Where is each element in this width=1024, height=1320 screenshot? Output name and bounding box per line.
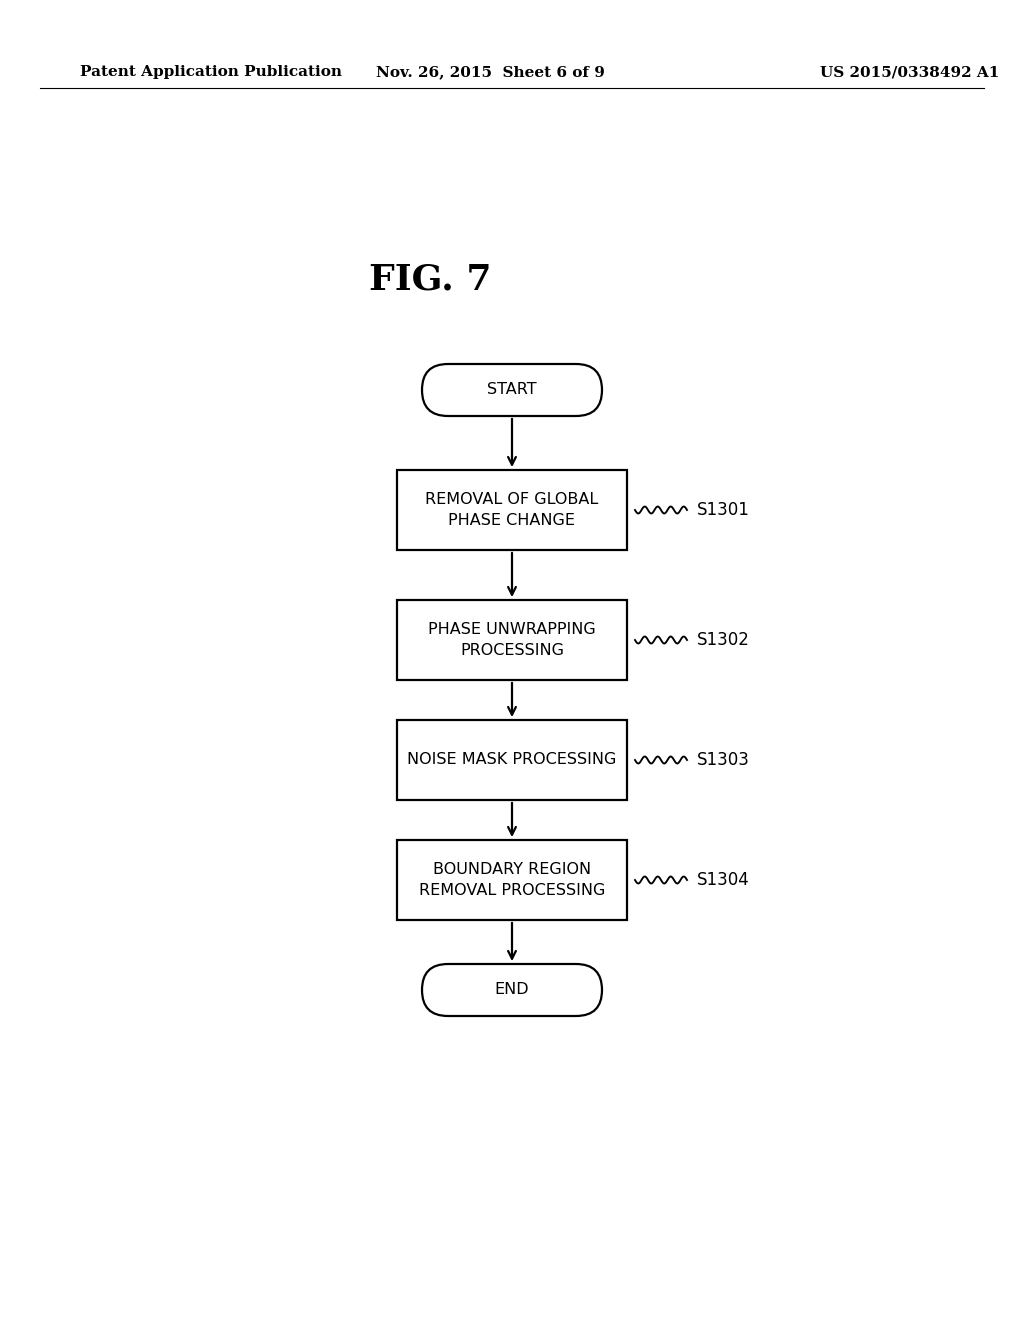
Bar bbox=[397, 601, 627, 680]
Bar bbox=[397, 470, 627, 550]
Text: BOUNDARY REGION
REMOVAL PROCESSING: BOUNDARY REGION REMOVAL PROCESSING bbox=[419, 862, 605, 898]
Text: Patent Application Publication: Patent Application Publication bbox=[80, 65, 342, 79]
Text: PHASE UNWRAPPING
PROCESSING: PHASE UNWRAPPING PROCESSING bbox=[428, 622, 596, 657]
Text: REMOVAL OF GLOBAL
PHASE CHANGE: REMOVAL OF GLOBAL PHASE CHANGE bbox=[425, 492, 599, 528]
Text: Nov. 26, 2015  Sheet 6 of 9: Nov. 26, 2015 Sheet 6 of 9 bbox=[376, 65, 604, 79]
Text: NOISE MASK PROCESSING: NOISE MASK PROCESSING bbox=[408, 752, 616, 767]
Text: END: END bbox=[495, 982, 529, 998]
FancyBboxPatch shape bbox=[422, 364, 602, 416]
Text: S1303: S1303 bbox=[697, 751, 750, 770]
Bar bbox=[397, 840, 627, 920]
Text: START: START bbox=[487, 383, 537, 397]
FancyBboxPatch shape bbox=[422, 964, 602, 1016]
Text: S1304: S1304 bbox=[697, 871, 750, 888]
Text: S1302: S1302 bbox=[697, 631, 750, 649]
Text: FIG. 7: FIG. 7 bbox=[369, 263, 492, 297]
Bar bbox=[397, 719, 627, 800]
Text: US 2015/0338492 A1: US 2015/0338492 A1 bbox=[820, 65, 999, 79]
Text: S1301: S1301 bbox=[697, 502, 750, 519]
